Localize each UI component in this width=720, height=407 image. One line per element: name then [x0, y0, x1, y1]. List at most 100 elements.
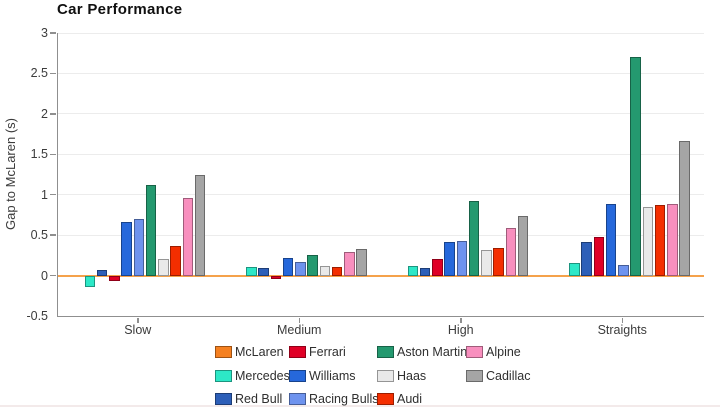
bar-ferrari-straights[interactable] [593, 236, 604, 276]
legend-label: Ferrari [309, 345, 346, 359]
legend-label: Williams [309, 369, 356, 383]
legend-item-aston-martin[interactable]: Aston Martin [377, 345, 467, 359]
legend-label: Alpine [486, 345, 521, 359]
x-axis-tick [137, 317, 139, 323]
y-tick-label: 2 [41, 106, 48, 121]
legend-swatch-williams [289, 370, 306, 382]
bar-alpine-high[interactable] [505, 227, 516, 276]
legend-swatch-racing-bulls [289, 393, 306, 405]
y-tick-label: 1 [41, 187, 48, 202]
bar-williams-slow[interactable] [121, 222, 132, 276]
y-tick-label: 2.5 [30, 66, 48, 81]
bar-aston-martin-straights[interactable] [630, 57, 641, 276]
bar-racing-bulls-medium[interactable] [295, 261, 306, 276]
y-tick-label: 3 [41, 26, 48, 40]
x-category-label-straights: Straights [597, 323, 647, 337]
bar-red-bull-slow[interactable] [96, 269, 108, 276]
legend-item-williams[interactable]: Williams [289, 369, 356, 383]
bar-mercedes-medium[interactable] [246, 266, 257, 276]
bar-mercedes-straights[interactable] [569, 263, 580, 276]
x-category-label-slow: Slow [124, 323, 152, 337]
x-category-label-medium: Medium [277, 323, 322, 337]
bar-mercedes-high[interactable] [407, 265, 418, 276]
legend-swatch-audi [377, 393, 394, 405]
y-axis-tick [50, 193, 56, 196]
bar-cadillac-high[interactable] [517, 215, 529, 276]
legend-label: Mercedes [235, 369, 290, 383]
x-category-label-high: High [447, 323, 474, 337]
legend-swatch-mercedes [215, 370, 232, 382]
bar-audi-straights[interactable] [654, 205, 666, 276]
chart-title: Car Performance [57, 1, 183, 18]
bar-racing-bulls-slow[interactable] [133, 218, 144, 276]
legend-item-cadillac[interactable]: Cadillac [466, 369, 530, 383]
legend-swatch-red-bull [215, 393, 232, 405]
legend-item-alpine[interactable]: Alpine [466, 345, 521, 359]
bar-haas-medium[interactable] [319, 265, 330, 276]
bar-ferrari-high[interactable] [432, 258, 443, 276]
bar-aston-martin-high[interactable] [468, 201, 480, 276]
y-axis-tick [50, 32, 56, 34]
y-axis-tick [50, 274, 56, 277]
bottom-edge-divider [0, 405, 720, 407]
legend-item-racing-bulls[interactable]: Racing Bulls [289, 392, 378, 406]
gridline [58, 153, 704, 155]
bar-haas-high[interactable] [481, 249, 492, 276]
bar-williams-medium[interactable] [282, 257, 294, 276]
bar-mercedes-slow[interactable] [84, 275, 95, 287]
bar-red-bull-medium[interactable] [258, 268, 269, 276]
y-tick-label: 1.5 [30, 147, 48, 162]
bar-cadillac-straights[interactable] [679, 141, 690, 276]
legend-swatch-haas [377, 370, 394, 382]
legend-item-haas[interactable]: Haas [377, 369, 426, 383]
bar-ferrari-slow[interactable] [109, 275, 120, 282]
bar-williams-high[interactable] [444, 242, 455, 276]
bar-red-bull-high[interactable] [419, 268, 431, 276]
legend-swatch-cadillac [466, 370, 483, 382]
plot-area [57, 32, 704, 317]
bar-haas-slow[interactable] [158, 259, 169, 276]
legend-item-mclaren[interactable]: McLaren [215, 345, 284, 359]
gridline [58, 234, 704, 236]
bar-cadillac-slow[interactable] [194, 174, 206, 276]
bar-audi-slow[interactable] [170, 246, 181, 276]
legend-label: Aston Martin [397, 345, 468, 359]
bar-alpine-slow[interactable] [182, 197, 193, 276]
legend-label: Red Bull [235, 392, 283, 406]
legend-item-audi[interactable]: Audi [377, 392, 422, 406]
gridline [58, 113, 704, 115]
bar-alpine-medium[interactable] [344, 252, 355, 276]
bar-haas-straights[interactable] [642, 206, 653, 276]
bar-williams-straights[interactable] [605, 204, 617, 276]
y-tick-label: 0 [41, 268, 48, 283]
zero-reference-line [58, 274, 704, 277]
legend-label: Cadillac [486, 369, 531, 383]
bar-aston-martin-slow[interactable] [145, 185, 157, 276]
legend-label: Racing Bulls [309, 392, 379, 406]
bar-audi-medium[interactable] [331, 267, 343, 276]
y-axis-tick [50, 234, 56, 236]
y-axis-tick [50, 72, 56, 75]
bar-racing-bulls-straights[interactable] [618, 265, 629, 276]
bar-alpine-straights[interactable] [667, 203, 678, 276]
bar-racing-bulls-high[interactable] [456, 240, 467, 276]
legend-label: Audi [397, 392, 423, 406]
legend-swatch-aston-martin [377, 346, 394, 358]
legend-item-ferrari[interactable]: Ferrari [289, 345, 346, 359]
legend-item-mercedes[interactable]: Mercedes [215, 369, 290, 383]
legend-swatch-mclaren [215, 346, 232, 358]
bar-red-bull-straights[interactable] [581, 242, 592, 276]
bar-cadillac-medium[interactable] [356, 248, 367, 276]
bar-aston-martin-medium[interactable] [307, 254, 318, 276]
x-axis-tick [621, 317, 623, 323]
y-axis-tick [50, 113, 56, 115]
legend-swatch-alpine [466, 346, 483, 358]
bar-audi-high[interactable] [493, 248, 504, 276]
gridline [58, 72, 704, 74]
legend-swatch-ferrari [289, 346, 306, 358]
gridline [58, 194, 704, 196]
bar-ferrari-medium[interactable] [270, 275, 281, 279]
gridline [58, 32, 704, 34]
legend-item-red-bull[interactable]: Red Bull [215, 392, 282, 406]
